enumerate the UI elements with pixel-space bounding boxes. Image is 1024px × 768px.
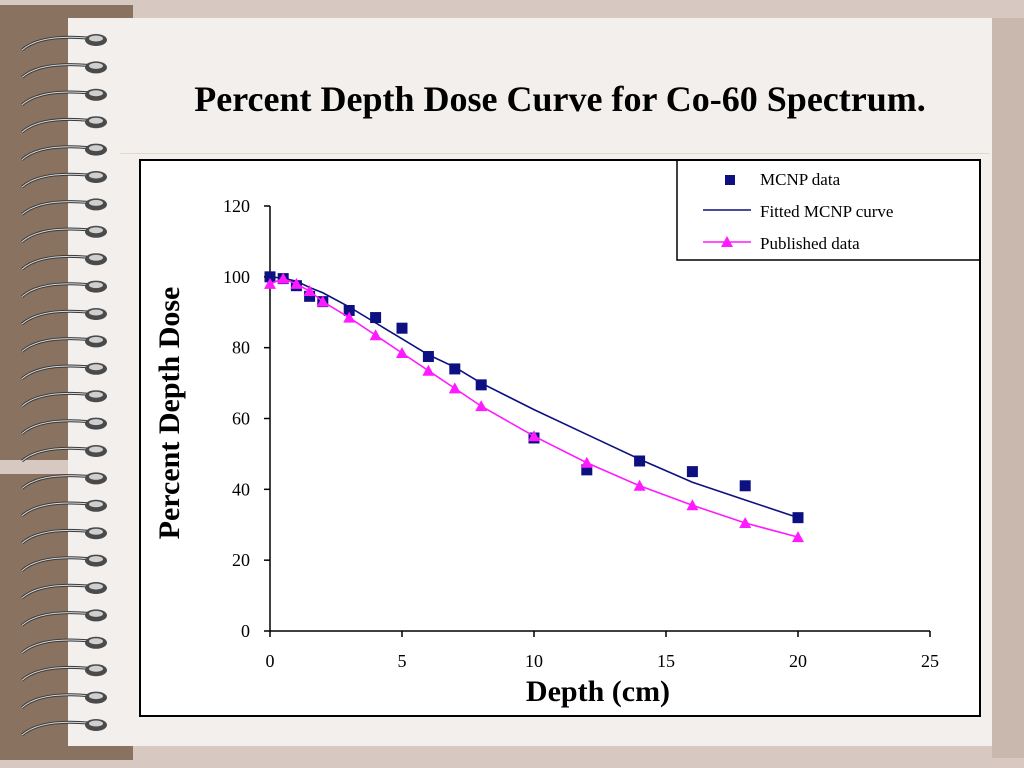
data-point-triangle (343, 311, 356, 323)
x-tick-label: 10 (525, 651, 543, 671)
spiral-ring (21, 719, 107, 737)
chart-series (264, 271, 804, 543)
spiral-ring (21, 34, 107, 52)
spiral-ring (21, 636, 107, 654)
data-point-triangle (264, 277, 276, 289)
data-point-square (634, 455, 646, 467)
spiral-ring (21, 253, 107, 271)
spiral-ring (21, 499, 107, 517)
chart-legend: MCNP data Fitted MCNP curve Published da… (676, 158, 984, 261)
spiral-binding-icon (21, 34, 107, 737)
x-tick-label: 0 (266, 651, 275, 671)
chart-axes: 0 20 40 60 80 100 120 0 5 10 15 20 25 (223, 196, 939, 671)
chart-frame: 0 20 40 60 80 100 120 0 5 10 15 20 25 Percent Depth … (139, 158, 984, 717)
spiral-ring (21, 691, 107, 709)
legend-mcnp-label: MCNP data (760, 170, 841, 189)
data-point-square (581, 464, 593, 476)
data-point-square (686, 466, 698, 478)
legend-published-marker (721, 236, 733, 247)
legend-published-label: Published data (760, 234, 860, 253)
data-point-square (370, 312, 382, 324)
spiral-ring (21, 171, 107, 189)
spiral-ring (21, 362, 107, 380)
legend-mcnp-marker (725, 175, 735, 185)
data-point-triangle (396, 346, 408, 358)
legend-fitted-label: Fitted MCNP curve (760, 202, 893, 221)
spiral-ring (21, 116, 107, 134)
spiral-ring (21, 609, 107, 627)
spiral-ring (21, 198, 107, 216)
spiral-ring (21, 88, 107, 106)
spiral-ring (21, 582, 107, 600)
y-axis-label: Percent Depth Dose (153, 287, 186, 540)
data-point-triangle (290, 277, 303, 289)
series-published-data (264, 272, 804, 543)
spiral-ring (21, 554, 107, 572)
y-tick-label: 60 (232, 409, 250, 429)
data-point-triangle (792, 531, 804, 543)
series-line (269, 276, 799, 519)
data-point-triangle (316, 295, 329, 307)
data-point-square (475, 379, 487, 391)
x-axis-label: Depth (cm) (526, 675, 670, 708)
spiral-ring (21, 445, 107, 463)
data-point-square (396, 322, 408, 334)
data-point-square (422, 351, 434, 363)
data-point-triangle (580, 456, 593, 468)
data-point-triangle (422, 364, 435, 376)
spiral-ring (21, 664, 107, 682)
data-point-triangle (448, 382, 461, 394)
data-point-triangle (633, 479, 646, 491)
data-point-triangle (369, 329, 382, 341)
spiral-ring (21, 527, 107, 545)
data-point-square (739, 480, 751, 492)
spiral-ring (21, 308, 107, 326)
spiral-ring (21, 280, 107, 298)
y-tick-label: 80 (232, 338, 250, 358)
spiral-ring (21, 335, 107, 353)
data-point-triangle (303, 285, 316, 296)
spiral-ring (21, 472, 107, 490)
data-point-triangle (475, 400, 488, 412)
series-fitted-mcnp-curve (269, 276, 799, 519)
binding-notch (0, 460, 68, 474)
spiral-ring (21, 143, 107, 161)
x-tick-label: 15 (657, 651, 675, 671)
title-divider (120, 153, 990, 154)
slide-title: Percent Depth Dose Curve for Co-60 Spect… (194, 79, 926, 119)
x-tick-label: 20 (789, 651, 807, 671)
dose-chart: 0 20 40 60 80 100 120 0 5 10 15 20 25 Percent Depth … (153, 158, 984, 708)
spiral-ring (21, 61, 107, 79)
data-point-triangle (739, 516, 752, 528)
x-tick-label: 5 (398, 651, 407, 671)
data-point-triangle (277, 272, 290, 284)
x-tick-label: 25 (921, 651, 939, 671)
y-tick-label: 120 (223, 196, 250, 216)
y-tick-label: 100 (223, 267, 250, 287)
spiral-ring (21, 417, 107, 435)
data-point-triangle (686, 499, 699, 511)
series-mcnp-data (264, 271, 804, 524)
spiral-ring (21, 225, 107, 243)
page-shadow (992, 18, 1024, 758)
data-point-square (343, 304, 355, 316)
data-point-triangle (528, 430, 540, 442)
y-tick-label: 40 (232, 479, 250, 499)
data-point-square (304, 290, 316, 302)
spiral-ring (21, 390, 107, 408)
y-tick-label: 20 (232, 550, 250, 570)
data-point-square (449, 363, 461, 375)
y-tick-label: 0 (241, 621, 250, 641)
